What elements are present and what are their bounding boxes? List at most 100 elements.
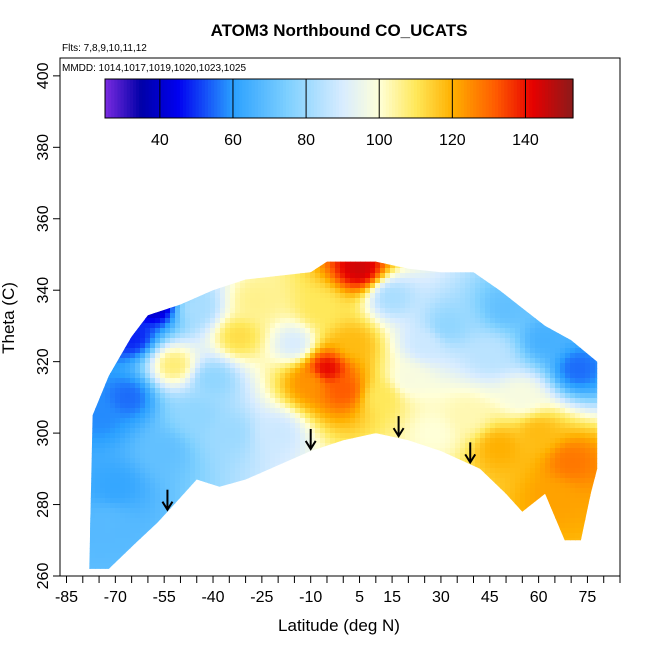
colorbar-cell bbox=[342, 79, 346, 118]
colorbar-cell bbox=[279, 79, 284, 118]
colorbar-cell bbox=[563, 79, 568, 118]
colorbar-cell bbox=[261, 79, 265, 118]
plot-frame bbox=[59, 57, 621, 577]
colorbar-cell bbox=[470, 79, 474, 118]
colorbar-cell bbox=[292, 79, 296, 118]
colorbar-cell bbox=[360, 79, 365, 118]
colorbar-cell bbox=[189, 79, 193, 118]
colorbar-cell bbox=[423, 79, 427, 118]
x-tick-label: -70 bbox=[104, 589, 127, 606]
colorbar-cell bbox=[339, 79, 343, 118]
colorbar-cell bbox=[314, 79, 318, 118]
colorbar-cell bbox=[523, 79, 527, 118]
colorbar-cell bbox=[541, 79, 546, 118]
colorbar-cell bbox=[295, 79, 300, 118]
colorbar-cell bbox=[201, 79, 206, 118]
colorbar-cell bbox=[410, 79, 415, 118]
colorbar-cell bbox=[223, 79, 228, 118]
colorbar-cell bbox=[526, 79, 530, 118]
colorbar-cell bbox=[420, 79, 424, 118]
colorbar-cell bbox=[142, 79, 147, 118]
colorbar-cell bbox=[426, 79, 431, 118]
colorbar-cell bbox=[382, 79, 387, 118]
colorbar-cell bbox=[373, 79, 378, 118]
colorbar-cell bbox=[388, 79, 393, 118]
colorbar-cell bbox=[207, 79, 212, 118]
colorbar-cell bbox=[161, 79, 165, 118]
colorbar-cell bbox=[460, 79, 465, 118]
y-tick-label: 380 bbox=[35, 134, 52, 161]
colorbar-cell bbox=[123, 79, 128, 118]
colorbar-cell bbox=[117, 79, 122, 118]
colorbar-cell bbox=[495, 79, 499, 118]
colorbar-cell bbox=[507, 79, 512, 118]
colorbar-cell bbox=[370, 79, 374, 118]
y-tick-label: 280 bbox=[35, 491, 52, 518]
colorbar-cell bbox=[204, 79, 209, 118]
colorbar-frame bbox=[104, 78, 574, 119]
colorbar-cell bbox=[454, 79, 459, 118]
colorbar-cell bbox=[441, 79, 446, 118]
colorbar-cell bbox=[438, 79, 443, 118]
colorbar-cell bbox=[267, 79, 271, 118]
colorbar-cell bbox=[548, 79, 552, 118]
y-tick-label: 360 bbox=[35, 205, 52, 232]
colorbar-cell bbox=[569, 79, 574, 118]
data-field bbox=[89, 261, 598, 569]
colorbar-cell bbox=[457, 79, 462, 118]
colorbar-cell bbox=[501, 79, 505, 118]
colorbar-cell bbox=[445, 79, 449, 118]
x-tick-label: -40 bbox=[201, 589, 224, 606]
arrow-markers bbox=[161, 416, 477, 512]
x-axis: -85 -70 -55 -40 -25 -10 5 15 30 45 60 75 bbox=[55, 576, 621, 606]
colorbar-cell bbox=[129, 79, 134, 118]
colorbar-cell bbox=[167, 79, 172, 118]
colorbar-cell bbox=[435, 79, 440, 118]
colorbar-cell bbox=[398, 79, 402, 118]
y-tick-label: 300 bbox=[35, 420, 52, 447]
colorbar-cell bbox=[217, 79, 222, 118]
colorbar-cell bbox=[236, 79, 240, 118]
x-tick-label: 60 bbox=[530, 589, 548, 606]
colorbar-cell bbox=[111, 79, 115, 118]
colorbar-cell bbox=[363, 79, 368, 118]
colorbar-cell bbox=[351, 79, 356, 118]
colorbar-cell bbox=[301, 79, 306, 118]
colorbar-cell bbox=[326, 79, 331, 118]
colorbar-tick-label: 140 bbox=[512, 132, 539, 149]
colorbar-cell bbox=[401, 79, 406, 118]
colorbar-cell bbox=[211, 79, 215, 118]
colorbar-cell bbox=[148, 79, 153, 118]
colorbar-cell bbox=[270, 79, 275, 118]
colorbar-cell bbox=[164, 79, 168, 118]
y-tick-label: 340 bbox=[35, 277, 52, 304]
colorbar-cell bbox=[170, 79, 175, 118]
colorbar-cell bbox=[513, 79, 518, 118]
colorbar-cell bbox=[298, 79, 303, 118]
chart-title: ATOM3 Northbound CO_UCATS bbox=[211, 21, 468, 40]
colorbar-cell bbox=[466, 79, 471, 118]
colorbar-cell bbox=[239, 79, 243, 118]
colorbar-cell bbox=[557, 79, 562, 118]
colorbar-cell bbox=[145, 79, 150, 118]
colorbar-cell bbox=[176, 79, 181, 118]
colorbar-cell bbox=[242, 79, 246, 118]
colorbar-cell bbox=[532, 79, 537, 118]
colorbar-cell bbox=[566, 79, 571, 118]
colorbar-cell bbox=[126, 79, 131, 118]
x-tick-label: 5 bbox=[355, 589, 364, 606]
colorbar-cell bbox=[108, 79, 112, 118]
colorbar-cell bbox=[232, 79, 237, 118]
colorbar-cell bbox=[282, 79, 287, 118]
y-tick-label: 400 bbox=[35, 62, 52, 89]
colorbar-cell bbox=[395, 79, 399, 118]
x-tick-label: -55 bbox=[153, 589, 176, 606]
colorbar-cell bbox=[491, 79, 496, 118]
colorbar-cell bbox=[332, 79, 337, 118]
dates-note: MMDD: 1014,1017,1019,1020,1023,1025 bbox=[62, 63, 246, 74]
colorbar-cell bbox=[504, 79, 509, 118]
y-axis: 260 280 300 320 340 360 380 400 bbox=[35, 62, 60, 589]
colorbar-cell bbox=[120, 79, 125, 118]
